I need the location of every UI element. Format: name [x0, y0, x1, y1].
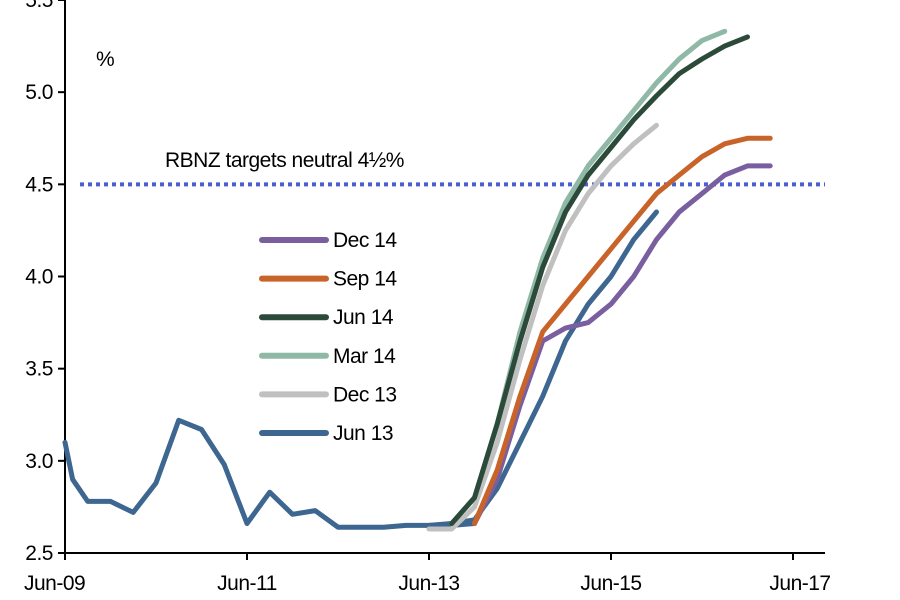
- y-tick-label: 4.5: [25, 173, 53, 196]
- legend-label: Dec 13: [333, 383, 397, 406]
- reference-line-label: RBNZ targets neutral 4½%: [165, 149, 404, 172]
- legend-label: Sep 14: [333, 268, 397, 291]
- series-lines: [62, 28, 773, 532]
- series-line-jun-13: [426, 209, 659, 528]
- legend: Dec 14 Sep 14 Jun 14 Mar 14 Dec 13 Jun 13: [259, 229, 398, 445]
- series-line-dec-14: [472, 163, 773, 526]
- y-tick-label: 3.0: [25, 450, 53, 473]
- series-line-history: [62, 417, 477, 530]
- x-tick-label: Jun-09: [24, 572, 85, 595]
- series-line-sep-14: [472, 135, 773, 526]
- x-tick-label: Jun-17: [769, 572, 830, 595]
- legend-label: Mar 14: [333, 345, 396, 368]
- series-line-dec-13: [426, 122, 659, 532]
- legend-label: Jun 14: [333, 306, 394, 329]
- y-tick-label: 2.5: [25, 542, 53, 565]
- y-unit-label: %: [96, 48, 115, 71]
- tick-labels: 2.5 3.0 3.5 4.0 4.5 5.0 5.5 Jun-09 Jun-11 Jun-13 J…: [24, 0, 831, 595]
- x-tick-label: Jun-15: [580, 572, 641, 595]
- y-tick-label: 4.0: [25, 266, 53, 289]
- legend-label: Dec 14: [333, 229, 397, 252]
- y-tick-label: 5.5: [25, 0, 53, 12]
- legend-label: Jun 13: [333, 422, 393, 445]
- x-tick-label: Jun-13: [398, 572, 459, 595]
- y-tick-label: 5.0: [25, 81, 53, 104]
- axes: [58, 0, 825, 560]
- x-tick-label: Jun-11: [217, 572, 277, 595]
- series-line-jun-14: [449, 34, 750, 526]
- y-tick-label: 3.5: [25, 358, 53, 381]
